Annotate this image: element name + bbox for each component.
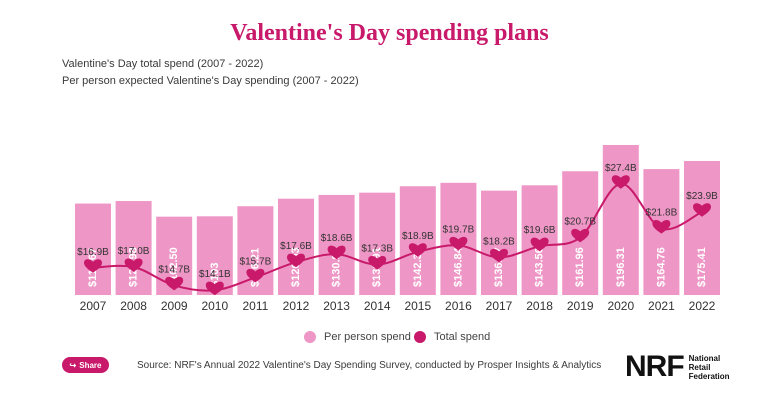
share-button[interactable]: ↪ Share	[62, 357, 109, 373]
line-label-2020: $27.4B	[605, 163, 637, 174]
source-note: Source: NRF's Annual 2022 Valentine's Da…	[137, 360, 602, 371]
line-label-2015: $18.9B	[402, 231, 434, 242]
logo-line-3: Federation	[688, 371, 730, 381]
bar-2020	[602, 145, 639, 295]
heart-marker-2017	[490, 248, 508, 263]
heart-marker-2011	[246, 268, 265, 283]
heart-marker-2009	[165, 276, 184, 291]
heart-marker-2014	[368, 256, 387, 270]
heart-marker-2008	[124, 258, 143, 272]
bar-label-2019: $161.96	[574, 247, 586, 287]
heart-marker-2016	[449, 236, 468, 251]
bar-2022	[684, 160, 720, 295]
bar-2014	[359, 192, 396, 295]
bar-label-2013: $130.97	[331, 247, 343, 287]
bar-2016	[440, 182, 477, 295]
line-label-2011: $15.7B	[240, 256, 272, 267]
share-label: Share	[79, 360, 102, 370]
bar-label-2021: $164.76	[655, 247, 667, 287]
x-tick-2022: 2022	[689, 299, 716, 313]
x-tick-2012: 2012	[283, 299, 310, 313]
bar-2018	[521, 185, 558, 295]
x-tick-2010: 2010	[201, 299, 228, 313]
heart-marker-2020	[611, 175, 630, 189]
bar-2012	[278, 198, 314, 295]
legend-item-total[interactable]: Total spend	[414, 331, 490, 343]
heart-marker-2010	[205, 281, 224, 296]
x-tick-2014: 2014	[364, 299, 391, 313]
bar-label-2018: $143.56	[534, 247, 546, 287]
heart-marker-2021	[652, 220, 671, 234]
share-icon: ↪	[69, 360, 77, 370]
heart-marker-2018	[530, 237, 549, 252]
x-tick-2009: 2009	[161, 299, 188, 313]
x-tick-2020: 2020	[607, 299, 634, 313]
bar-label-2010: $103	[209, 263, 221, 287]
line-label-2014: $17.3B	[361, 244, 393, 255]
x-tick-2019: 2019	[567, 299, 594, 313]
bar-2007	[75, 203, 111, 295]
logo-line-1: National	[688, 353, 721, 363]
line-label-2007: $16.9B	[77, 247, 109, 258]
total-spend-line	[92, 182, 703, 292]
line-label-2008: $17.0B	[118, 246, 150, 257]
bar-label-2016: $146.84	[452, 246, 464, 287]
line-label-2013: $18.6B	[321, 233, 353, 244]
bar-2015	[399, 186, 436, 295]
legend-label-per-person: Per person spend	[324, 331, 411, 343]
bar-2017	[481, 190, 517, 295]
heart-marker-2019	[571, 228, 590, 243]
bar-label-2022: $175.41	[696, 247, 708, 287]
chart-legend: Per person spend Total spend	[0, 331, 779, 347]
line-label-2016: $19.7B	[443, 224, 475, 235]
logo-mark: NRF	[625, 350, 685, 383]
heart-marker-2013	[327, 245, 346, 260]
x-tick-2016: 2016	[445, 299, 472, 313]
line-label-2019: $20.7B	[564, 216, 596, 227]
subtitle-total-spend: Valentine's Day total spend (2007 - 2022…	[62, 58, 264, 70]
heart-marker-2007	[84, 259, 102, 273]
logo-text: National Retail Federation	[689, 354, 730, 381]
line-label-2009: $14.7B	[158, 264, 190, 275]
nrf-logo: NRF National Retail Federation	[625, 352, 730, 382]
spending-chart: $119.672007$122.982008$102.502009$103201…	[75, 145, 720, 313]
bar-label-2020: $196.31	[615, 247, 627, 287]
bar-label-2009: $102.50	[168, 247, 180, 287]
legend-label-total: Total spend	[434, 331, 491, 343]
x-tick-2021: 2021	[648, 299, 675, 313]
bar-2008	[115, 201, 152, 295]
line-label-2022: $23.9B	[686, 191, 718, 202]
legend-swatch-bar	[304, 331, 316, 343]
line-label-2017: $18.2B	[483, 236, 515, 247]
line-label-2010: $14.1B	[199, 269, 231, 280]
x-tick-2015: 2015	[404, 299, 431, 313]
heart-marker-2022	[693, 203, 711, 217]
logo-line-2: Retail	[688, 362, 711, 372]
line-label-2018: $19.6B	[524, 225, 556, 236]
x-tick-2017: 2017	[486, 299, 513, 313]
line-label-2012: $17.6B	[280, 241, 312, 252]
subtitle-per-person: Per person expected Valentine's Day spen…	[62, 75, 359, 87]
x-tick-2018: 2018	[526, 299, 553, 313]
heart-marker-2012	[287, 253, 305, 268]
legend-swatch-line	[414, 331, 426, 343]
heart-marker-2015	[408, 243, 427, 257]
x-tick-2013: 2013	[323, 299, 350, 313]
line-label-2021: $21.8B	[646, 208, 678, 219]
x-tick-2008: 2008	[120, 299, 147, 313]
bar-2010	[196, 216, 233, 295]
x-tick-2011: 2011	[242, 299, 268, 313]
legend-item-per-person[interactable]: Per person spend	[304, 331, 411, 343]
bar-label-2015: $142.31	[412, 247, 424, 287]
chart-title: Valentine's Day spending plans	[230, 20, 549, 46]
bar-2013	[318, 194, 355, 295]
x-tick-2007: 2007	[80, 299, 107, 313]
